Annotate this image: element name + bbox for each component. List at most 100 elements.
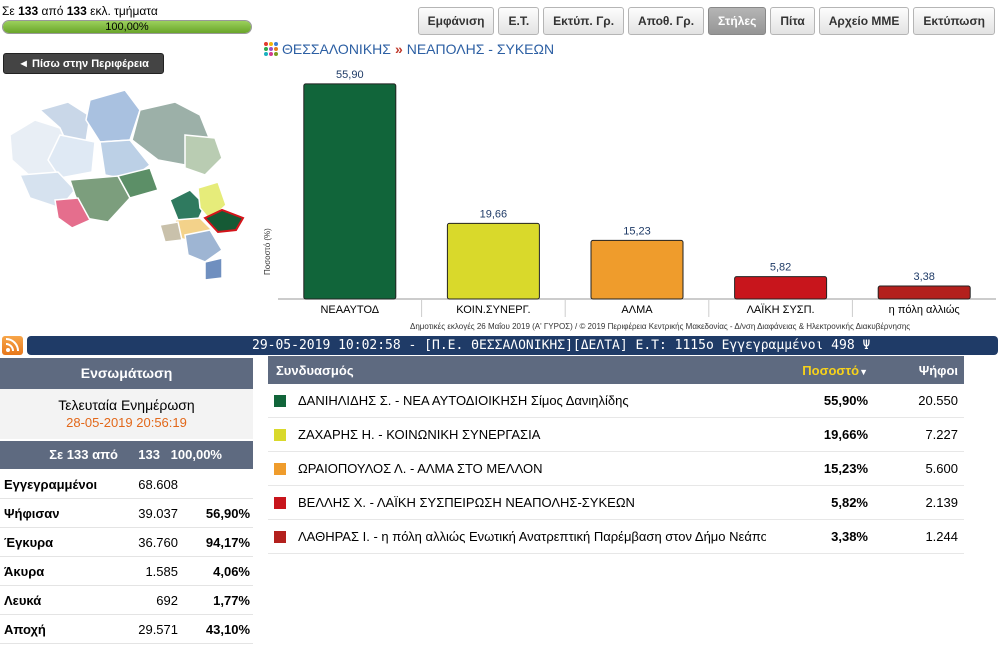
stat-label: Λευκά — [4, 592, 42, 608]
breadcrumb-region[interactable]: ΘΕΣΣΑΛΟΝΙΚΗΣ — [282, 41, 391, 57]
chart-bar — [877, 285, 971, 300]
toolbar-button[interactable]: Αποθ. Γρ. — [628, 7, 705, 35]
party-name: ΩΡΑΙΟΠΟΥΛΟΣ Λ. - ΑΛΜΑ ΣΤΟ ΜΕΛΛΟΝ — [298, 461, 543, 476]
toolbar-button[interactable]: Εκτύπωση — [913, 7, 995, 35]
toolbar-button[interactable]: Στήλες — [708, 7, 767, 35]
party-percent: 15,23% — [823, 461, 868, 476]
stat-value: 29.571 — [138, 621, 178, 637]
toolbar-button[interactable]: Πίτα — [770, 7, 815, 35]
stat-value: 36.760 — [138, 534, 178, 550]
stat-percent: 43,10% — [205, 621, 250, 637]
chart-bar — [446, 222, 540, 300]
party-votes: 1.244 — [925, 529, 958, 544]
map-area[interactable] — [184, 229, 224, 263]
party-percent: 5,82% — [831, 495, 868, 510]
map-area[interactable] — [204, 257, 223, 281]
sections-counted: 133 — [18, 4, 39, 18]
sections-summary-prefix: Σε 133 από — [49, 447, 118, 462]
result-row[interactable]: ΒΕΛΛΗΣ Χ. - ΛΑΪΚΗ ΣΥΣΠΕΙΡΩΣΗ ΝΕΑΠΟΛΗΣ-ΣΥ… — [268, 486, 964, 520]
chart-bar — [590, 239, 684, 300]
percent-header-label: Ποσοστό — [802, 362, 860, 378]
stat-percent: 56,90% — [205, 505, 250, 521]
result-row[interactable]: ΩΡΑΙΟΠΟΥΛΟΣ Λ. - ΑΛΜΑ ΣΤΟ ΜΕΛΛΟΝ 15,23% 5.… — [268, 452, 964, 486]
toolbar-button[interactable]: Εκτύπ. Γρ. — [543, 7, 625, 35]
map-area[interactable] — [159, 221, 183, 243]
region-map[interactable] — [0, 80, 255, 290]
results-table: Συνδυασμός Ποσοστό▼ Ψήφοι ΔΑΝΙΗΛΙΔΗΣ Σ. … — [268, 356, 964, 554]
stat-value: 1.585 — [145, 563, 178, 579]
party-color-swatch — [274, 496, 286, 509]
party-name: ΒΕΛΛΗΣ Χ. - ΛΑΪΚΗ ΣΥΣΠΕΙΡΩΣΗ ΝΕΑΠΟΛΗΣ-ΣΥ… — [298, 495, 635, 510]
map-area[interactable] — [85, 89, 141, 143]
sort-desc-icon: ▼ — [859, 366, 868, 377]
progress-bar — [2, 20, 252, 34]
y-axis-label: Ποσοστό (%) — [263, 228, 272, 275]
sections-total: 133 — [66, 4, 87, 18]
sections-summary-total: 133 — [138, 447, 160, 462]
party-color-swatch — [274, 462, 286, 475]
category-label: ΚΟΙΝ.ΣΥΝΕΡΓ. — [456, 304, 530, 316]
stat-label: Αποχή — [4, 621, 46, 637]
breadcrumb-municipality: ΝΕΑΠΟΛΗΣ - ΣΥΚΕΩΝ — [406, 41, 555, 57]
party-cell: ΛΑΘΗΡΑΣ Ι. - η πόλη αλλιώς Ενωτική Ανατρ… — [268, 529, 766, 544]
stat-row: Άκυρα 1.585 4,06% — [0, 557, 253, 586]
map-area[interactable] — [116, 167, 159, 199]
map-area[interactable] — [169, 189, 206, 221]
party-cell: ΔΑΝΙΗΛΙΔΗΣ Σ. - ΝΕΑ ΑΥΤΟΔΙΟΙΚΗΣΗ Σίμος Δ… — [268, 393, 766, 408]
party-color-swatch — [274, 530, 286, 543]
result-row[interactable]: ΔΑΝΙΗΛΙΔΗΣ Σ. - ΝΕΑ ΑΥΤΟΔΙΟΙΚΗΣΗ Σίμος Δ… — [268, 384, 964, 418]
chart-footnote: Δημοτικές εκλογές 26 Μαΐου 2019 (Α' ΓΥΡΟ… — [410, 322, 911, 331]
stat-row: Ψήφισαν 39.037 56,90% — [0, 499, 253, 528]
category-label: ΑΛΜΑ — [621, 304, 653, 316]
chart-bar — [303, 83, 397, 300]
bar-value-label: 3,38 — [913, 271, 934, 283]
column-header-votes[interactable]: Ψήφοι — [918, 362, 958, 378]
results-body: ΔΑΝΙΗΛΙΔΗΣ Σ. - ΝΕΑ ΑΥΤΟΔΙΟΙΚΗΣΗ Σίμος Δ… — [268, 384, 964, 554]
stat-row: Έγκυρα 36.760 94,17% — [0, 528, 253, 557]
column-header-percent[interactable]: Ποσοστό▼ — [766, 363, 876, 378]
vote-stats: Εγγεγραμμένοι 68.608 Ψήφισαν 39.037 56,90% Έγ… — [0, 470, 253, 644]
progress-label: 100,00% — [105, 21, 149, 33]
category-label: ΛΑΪΚΗ ΣΥΣΠ. — [747, 304, 815, 316]
stat-row: Λευκά 692 1,77% — [0, 586, 253, 615]
party-percent: 55,90% — [823, 393, 868, 408]
party-cell: ΩΡΑΙΟΠΟΥΛΟΣ Λ. - ΑΛΜΑ ΣΤΟ ΜΕΛΛΟΝ — [268, 461, 766, 476]
result-row[interactable]: ΖΑΧΑΡΗΣ Η. - ΚΟΙΝΩΝΙΚΗ ΣΥΝΕΡΓΑΣΙΑ 19,66% 7… — [268, 418, 964, 452]
map-area-selected[interactable] — [203, 208, 245, 234]
map-area[interactable] — [54, 197, 92, 229]
toolbar-button[interactable]: Εμφάνιση — [417, 7, 495, 35]
sections-middle: από — [41, 4, 64, 18]
bar-value-label: 19,66 — [480, 208, 508, 220]
party-percent: 3,38% — [831, 529, 868, 544]
toolbar-button[interactable]: Αρχείο ΜΜΕ — [818, 7, 910, 35]
map-area[interactable] — [47, 134, 96, 179]
party-votes: 20.550 — [918, 393, 958, 408]
results-header-row: Συνδυασμός Ποσοστό▼ Ψήφοι — [268, 356, 964, 384]
rss-icon[interactable] — [2, 336, 23, 355]
breadcrumb-separator: » — [394, 41, 403, 57]
breadcrumb: ΘΕΣΣΑΛΟΝΙΚΗΣ » ΝΕΑΠΟΛΗΣ - ΣΥΚΕΩΝ — [264, 41, 554, 57]
back-to-region-button[interactable]: ◄ Πίσω στην Περιφέρεια — [3, 53, 164, 74]
chart-bar — [734, 276, 828, 300]
sections-summary-percent: 100,00% — [170, 447, 222, 462]
party-name: ΛΑΘΗΡΑΣ Ι. - η πόλη αλλιώς Ενωτική Ανατρ… — [298, 529, 766, 544]
sections-suffix: εκλ. τμήματα — [90, 4, 158, 18]
stat-label: Έγκυρα — [4, 534, 54, 550]
sections-prefix: Σε — [2, 4, 15, 18]
colored-dots-icon — [264, 42, 278, 56]
toolbar-button[interactable]: Ε.Τ. — [498, 7, 540, 35]
bar-value-label: 55,90 — [336, 69, 364, 81]
party-cell: ΒΕΛΛΗΣ Χ. - ΛΑΪΚΗ ΣΥΣΠΕΙΡΩΣΗ ΝΕΑΠΟΛΗΣ-ΣΥ… — [268, 495, 766, 510]
map-area[interactable] — [184, 134, 223, 176]
stat-value: 68.608 — [138, 476, 178, 492]
bar-value-label: 5,82 — [770, 262, 791, 274]
last-update-box: Τελευταία Ενημέρωση 28-05-2019 20:56:19 — [0, 389, 253, 439]
stat-label: Άκυρα — [4, 563, 45, 579]
result-row[interactable]: ΛΑΘΗΡΑΣ Ι. - η πόλη αλλιώς Ενωτική Ανατρ… — [268, 520, 964, 554]
progress-fill — [3, 21, 251, 33]
party-color-swatch — [274, 428, 286, 441]
toolbar: Εμφάνιση Ε.Τ. Εκτύπ. Γρ. Αποθ. Γρ. Στήλες Πίτ… — [417, 7, 995, 35]
stat-row: Εγγεγραμμένοι 68.608 — [0, 470, 253, 499]
stat-percent: 94,17% — [205, 534, 250, 550]
column-header-party[interactable]: Συνδυασμός — [276, 362, 354, 378]
